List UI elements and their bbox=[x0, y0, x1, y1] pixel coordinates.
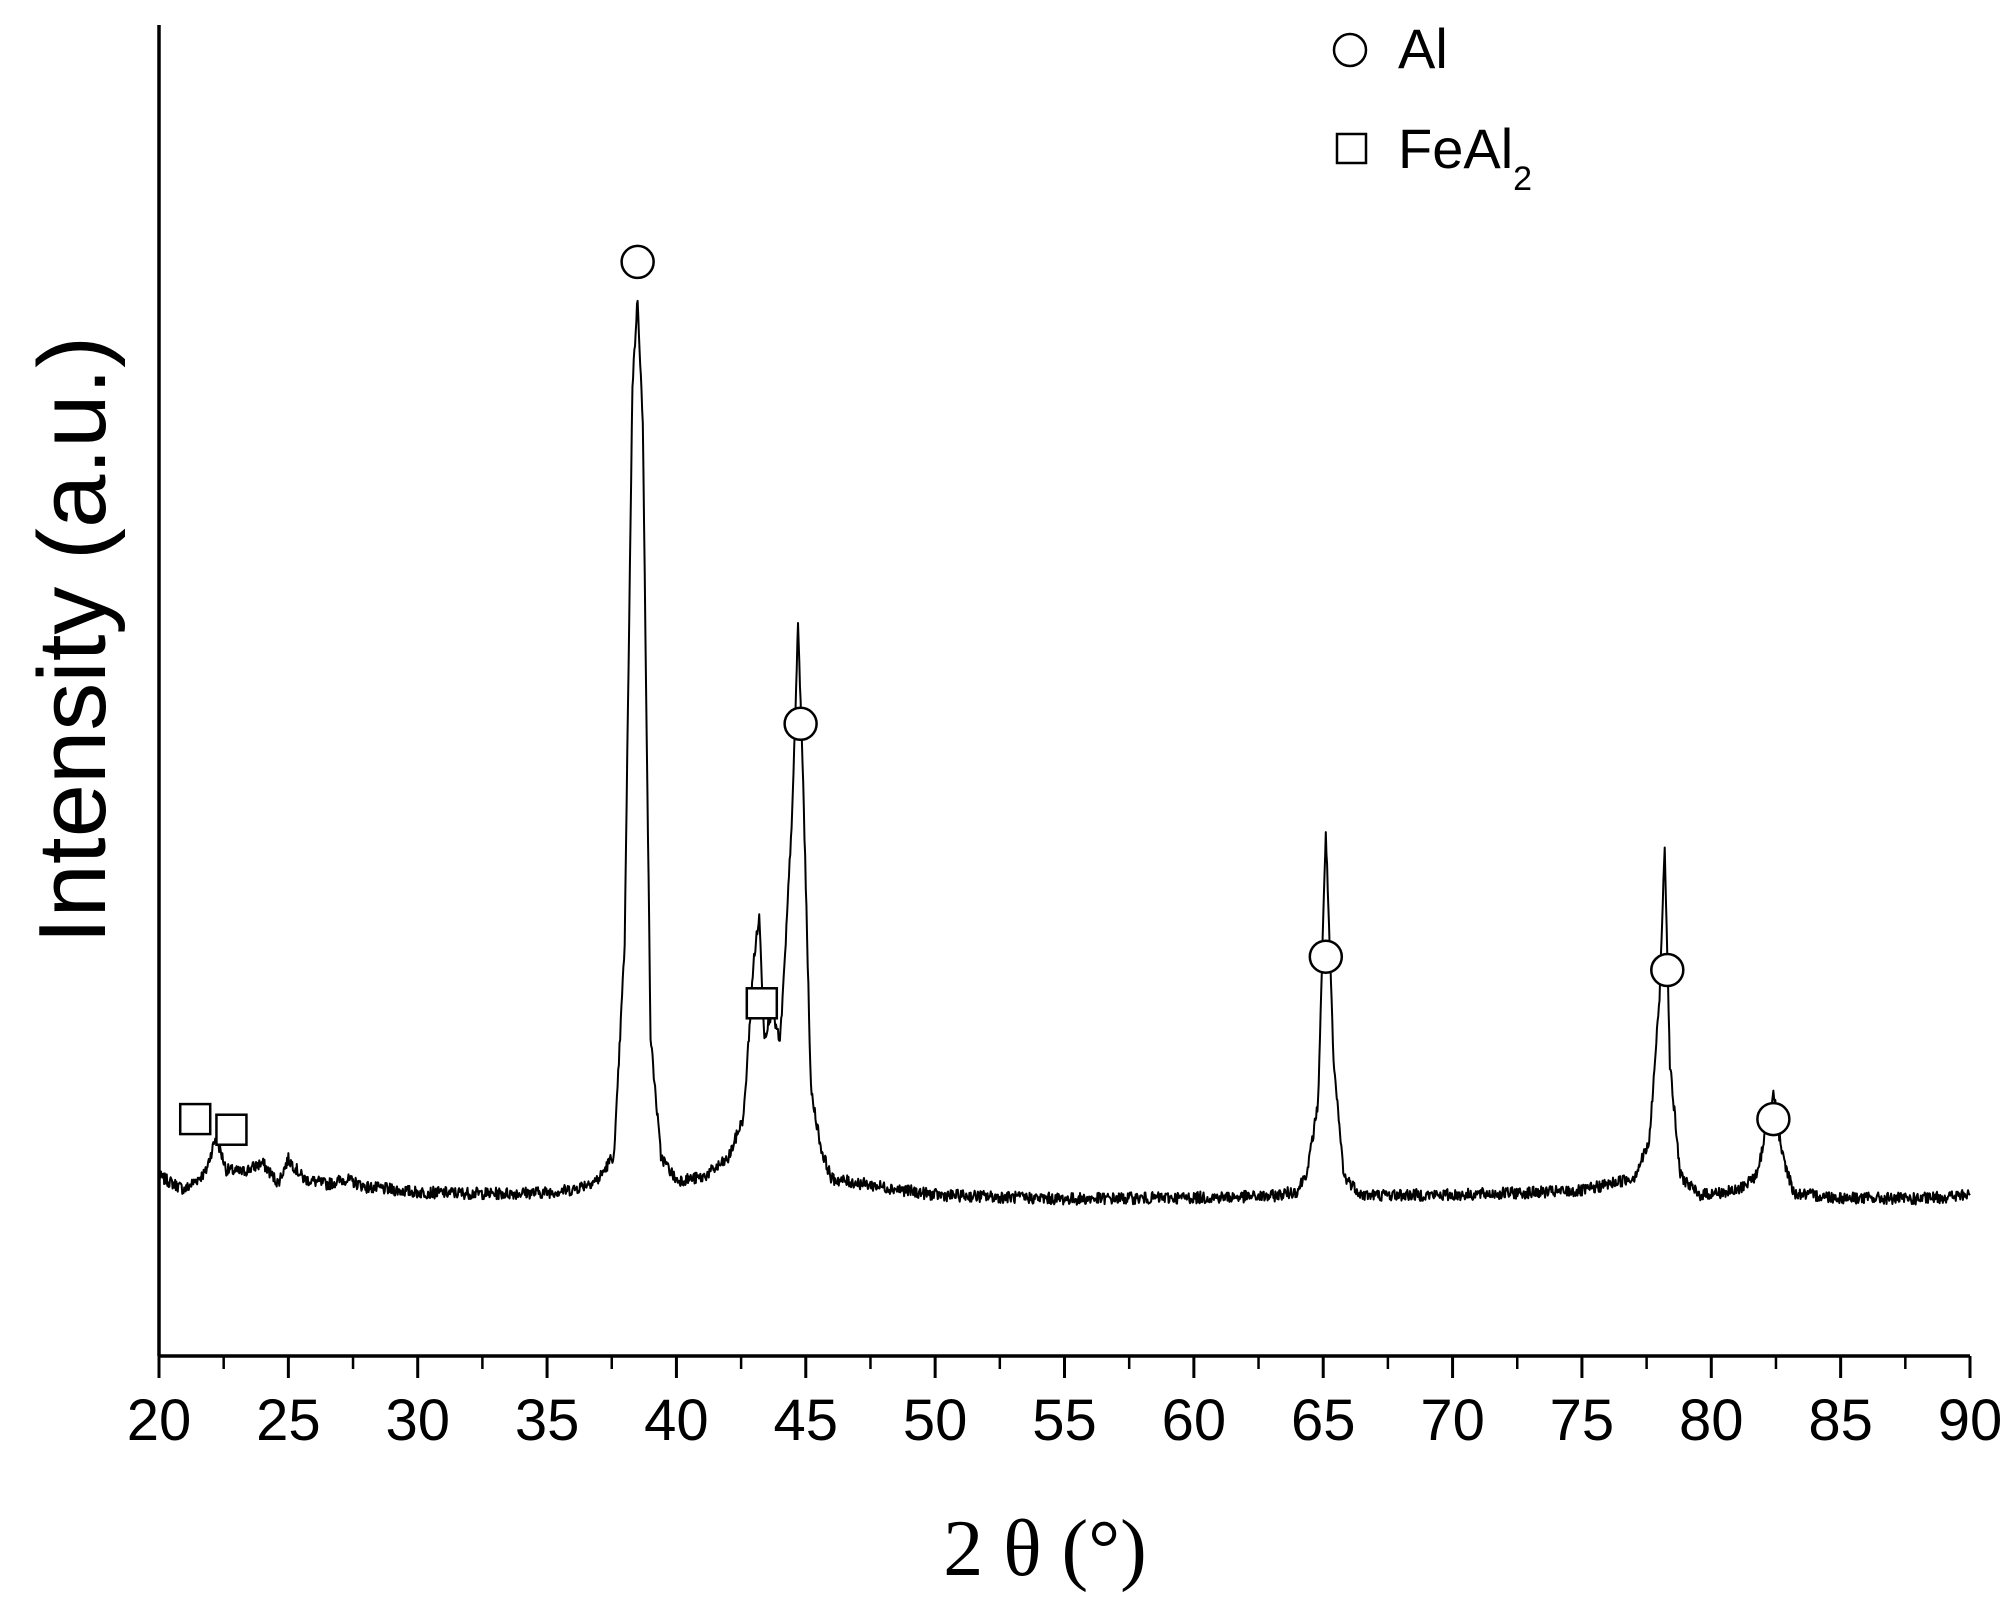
x-ticks: 20 25 30 35 40 45 50 55 60 65 70 75 80 85 90 bbox=[127, 1356, 2003, 1453]
peak-marker-circle bbox=[1756, 1101, 1791, 1137]
x-tick-label: 90 bbox=[1938, 1388, 2003, 1453]
x-tick-label: 70 bbox=[1420, 1388, 1485, 1453]
x-tick-label: 40 bbox=[644, 1388, 709, 1453]
x-tick-label: 80 bbox=[1679, 1388, 1744, 1453]
x-tick-label: 30 bbox=[385, 1388, 450, 1453]
x-tick-label: 85 bbox=[1808, 1388, 1873, 1453]
x-tick-label: 35 bbox=[515, 1388, 580, 1453]
series-layer bbox=[158, 299, 1971, 1206]
x-tick-label: 60 bbox=[1162, 1388, 1227, 1453]
diffraction-series-line bbox=[158, 299, 1971, 1206]
axes bbox=[157, 25, 1970, 1358]
x-tick-label: 45 bbox=[774, 1388, 839, 1453]
peak-markers bbox=[178, 244, 1791, 1146]
legend-circle-marker bbox=[1332, 32, 1368, 68]
peak-marker-square bbox=[178, 1102, 212, 1136]
peak-marker-circle bbox=[620, 244, 655, 280]
x-tick-label: 50 bbox=[903, 1388, 968, 1453]
x-axis-label: 2 θ (°) bbox=[943, 1505, 1147, 1593]
legend-label-feal-subscript: 2 bbox=[1513, 160, 1532, 198]
legend-square-marker bbox=[1335, 132, 1368, 165]
peak-marker-square bbox=[745, 987, 779, 1020]
legend-label-feal-main: FeAl bbox=[1398, 117, 1513, 180]
peak-marker-circle bbox=[1650, 952, 1685, 988]
peak-marker-square bbox=[215, 1113, 248, 1146]
x-tick-label: 55 bbox=[1032, 1388, 1097, 1453]
legend-label-al: Al bbox=[1398, 17, 1448, 80]
x-tick-label: 20 bbox=[127, 1388, 192, 1453]
peak-marker-circle bbox=[783, 706, 818, 742]
legend: Al FeAl2 bbox=[1332, 17, 1532, 198]
peak-marker-circle bbox=[1308, 939, 1344, 974]
x-tick-label: 75 bbox=[1550, 1388, 1615, 1453]
x-tick-label: 65 bbox=[1291, 1388, 1356, 1453]
x-tick-label: 25 bbox=[256, 1388, 321, 1453]
y-axis-label: Intensity (a.u.) bbox=[19, 336, 126, 944]
legend-label-feal: FeAl2 bbox=[1398, 117, 1532, 198]
